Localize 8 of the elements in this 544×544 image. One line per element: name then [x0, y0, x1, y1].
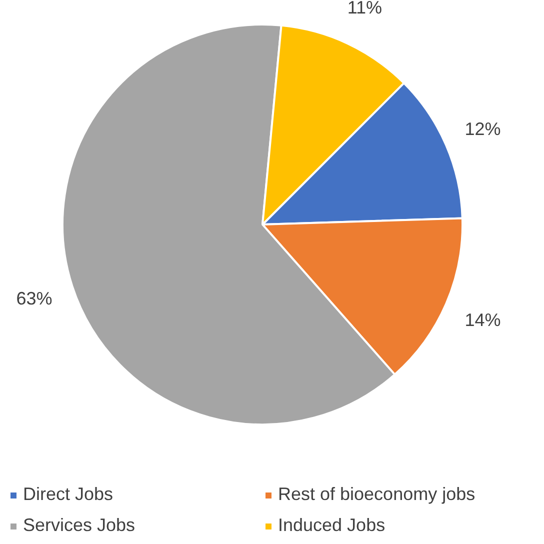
legend-label: Direct Jobs	[23, 484, 114, 505]
legend-label: Services Jobs	[23, 515, 136, 536]
data-label: 11%	[347, 0, 382, 18]
data-label: 63%	[16, 288, 52, 309]
data-label: 14%	[464, 310, 501, 330]
legend-label: Induced Jobs	[278, 515, 386, 536]
legend-label: Rest of bioeconomy jobs	[278, 484, 476, 505]
data-label: 12%	[464, 119, 501, 140]
